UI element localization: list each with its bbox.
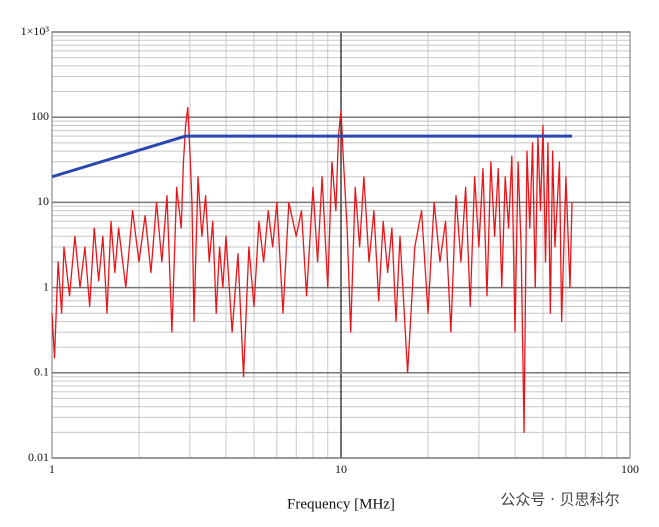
y-tick-label: 10 bbox=[37, 194, 49, 208]
y-tick-label: 100 bbox=[31, 109, 49, 123]
y-tick-label: 1 bbox=[43, 279, 49, 293]
plot-frame bbox=[51, 31, 631, 459]
watermark: 公众号 · 贝思科尔 bbox=[500, 491, 619, 509]
series-line bbox=[51, 106, 573, 434]
x-axis-label: Frequency [MHz] bbox=[287, 496, 395, 512]
y-tick-label: 0.1 bbox=[34, 365, 49, 379]
x-tick-label: 10 bbox=[335, 462, 347, 476]
y-tick-label: 0.01 bbox=[28, 450, 49, 464]
series-line bbox=[51, 134, 573, 179]
x-tick-label: 1 bbox=[49, 462, 55, 476]
x-tick-label: 100 bbox=[621, 462, 639, 476]
y-tick-label: 1×10³ bbox=[21, 24, 50, 38]
